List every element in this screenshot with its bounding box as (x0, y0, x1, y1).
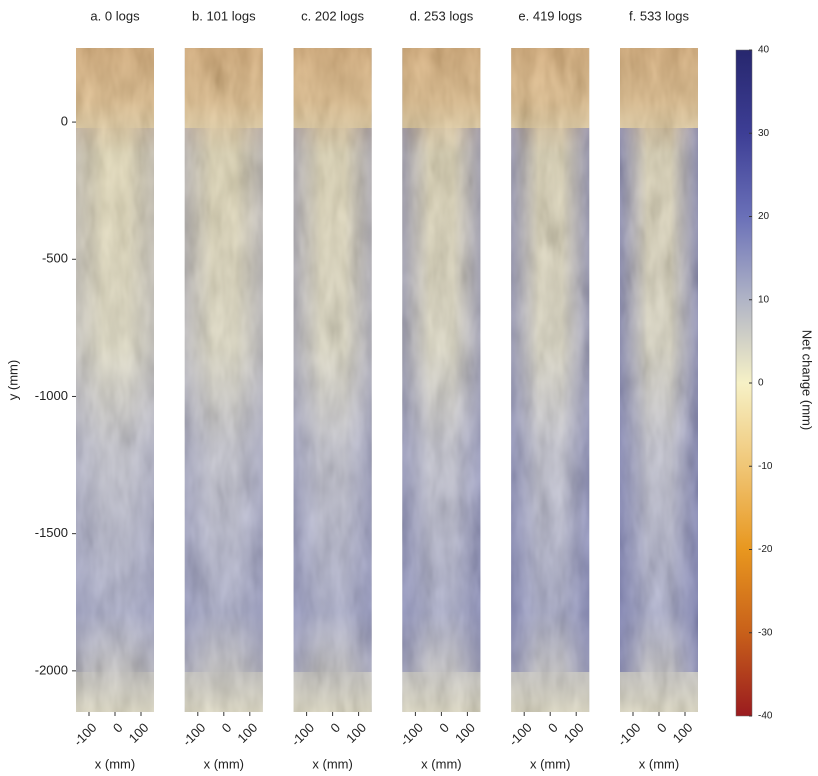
x-tick-label: 100 (561, 720, 587, 746)
colorbar-tick-label: -10 (758, 461, 773, 472)
colorbar-tick-label: 20 (758, 211, 770, 222)
panel-title: f. 533 logs (629, 8, 689, 23)
panel-title: e. 419 logs (518, 8, 582, 23)
x-tick-label: -100 (179, 720, 208, 749)
colorbar-tick-label: 30 (758, 128, 770, 139)
x-tick-label: 0 (110, 720, 126, 736)
panel-texture (511, 48, 590, 712)
x-tick-label: -100 (615, 720, 644, 749)
x-axis-label: x (mm) (421, 756, 461, 771)
colorbar-tick-label: 40 (758, 45, 770, 56)
x-axis-label: x (mm) (530, 756, 570, 771)
x-tick-label: 0 (545, 720, 561, 736)
x-tick-label: -100 (397, 720, 426, 749)
x-tick-label: 0 (654, 720, 670, 736)
y-tick-label: -1500 (35, 525, 68, 540)
panel-title: b. 101 logs (192, 8, 256, 23)
panel-texture (76, 48, 154, 712)
x-tick-label: -100 (288, 720, 317, 749)
colorbar-tick-label: -20 (758, 544, 773, 555)
colorbar-tick-label: -30 (758, 627, 773, 638)
x-tick-label: 100 (234, 720, 260, 746)
panel-texture (620, 48, 698, 712)
panel-texture (184, 48, 263, 712)
panel-title: d. 253 logs (410, 8, 474, 23)
y-tick-label: -1000 (35, 388, 68, 403)
colorbar-tick-label: -40 (758, 711, 773, 722)
y-axis-label: y (mm) (5, 360, 20, 400)
x-tick-label: -100 (506, 720, 535, 749)
x-tick-label: 100 (126, 720, 152, 746)
y-tick-label: -2000 (35, 662, 68, 677)
panel-title: c. 202 logs (301, 8, 364, 23)
x-tick-label: 0 (327, 720, 343, 736)
colorbar-tick-label: 10 (758, 294, 770, 305)
panel-title: a. 0 logs (90, 8, 140, 23)
x-tick-label: 100 (343, 720, 369, 746)
x-axis-label: x (mm) (312, 756, 352, 771)
y-tick-label: 0 (61, 114, 68, 129)
x-axis-label: x (mm) (95, 756, 135, 771)
colorbar-label: Net change (mm) (800, 330, 815, 430)
panel-texture (293, 48, 372, 712)
x-tick-label: 0 (219, 720, 235, 736)
x-tick-label: 0 (436, 720, 452, 736)
x-tick-label: 100 (670, 720, 696, 746)
colorbar-tick-label: 0 (758, 378, 764, 389)
x-axis-label: x (mm) (204, 756, 244, 771)
y-tick-label: -500 (42, 251, 68, 266)
x-tick-label: -100 (71, 720, 100, 749)
x-tick-label: 100 (452, 720, 478, 746)
x-axis-label: x (mm) (639, 756, 679, 771)
panel-texture (402, 48, 481, 712)
